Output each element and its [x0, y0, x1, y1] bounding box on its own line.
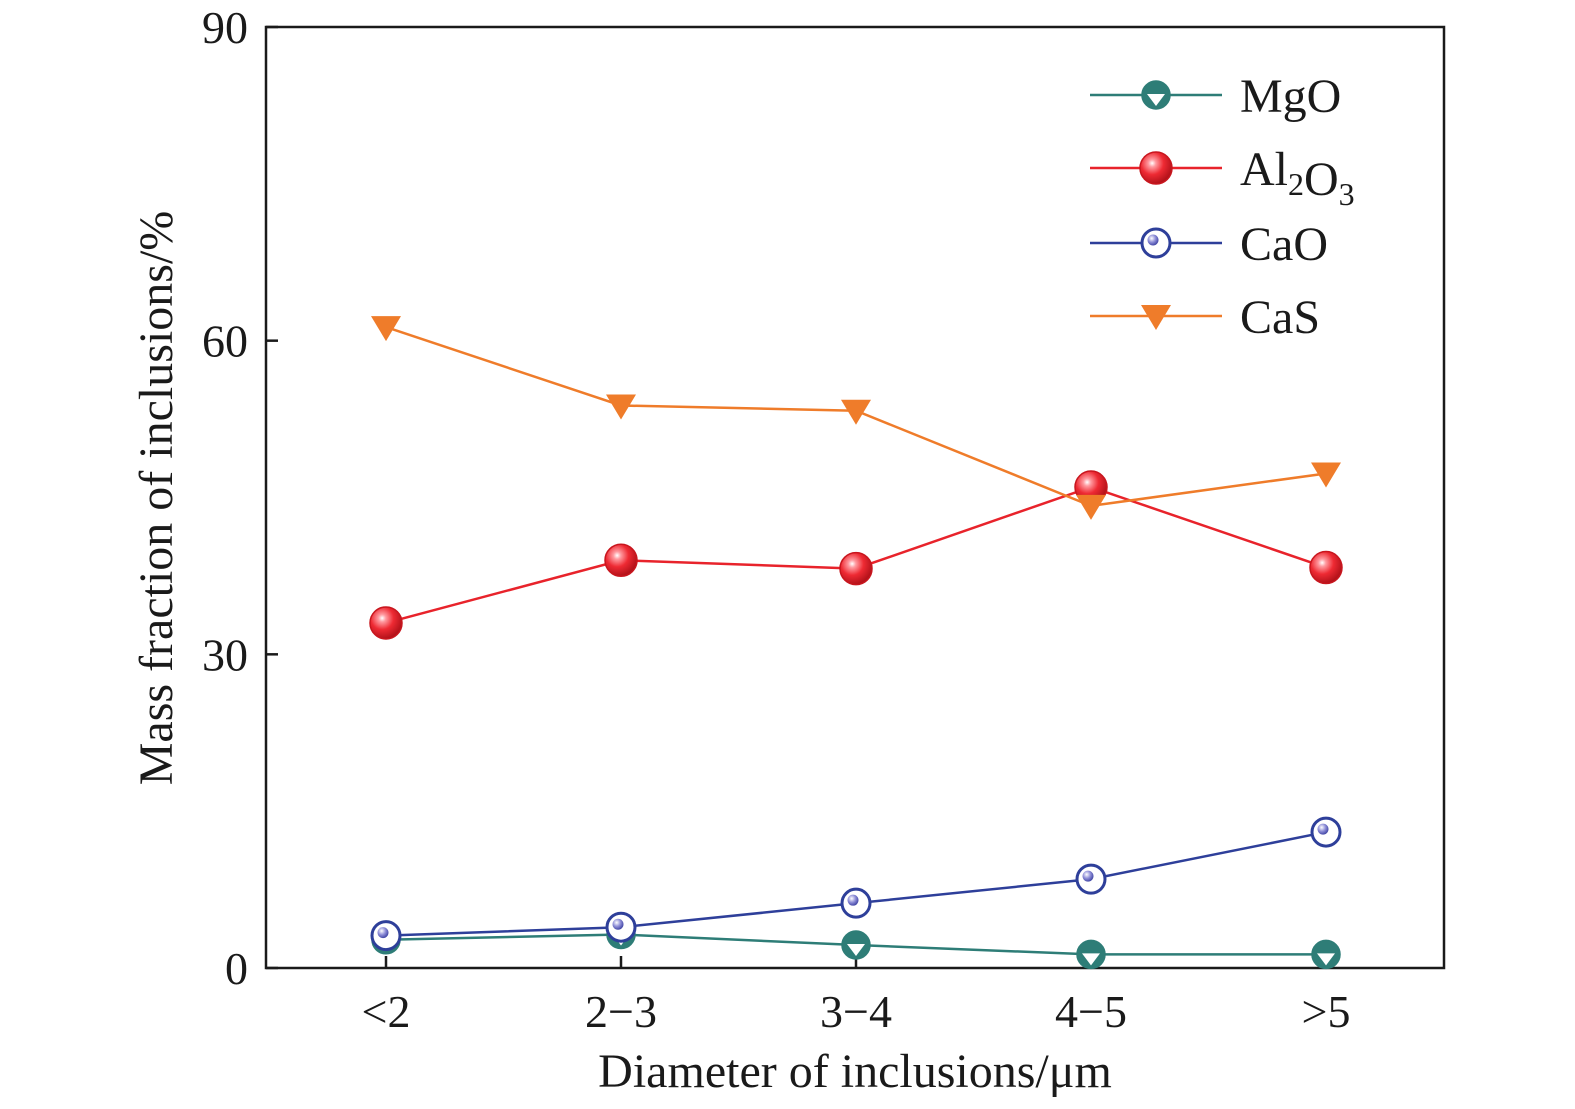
legend-item-cas: CaS — [1090, 291, 1320, 344]
legend-marker — [1141, 80, 1171, 110]
y-tick-label: 60 — [202, 316, 248, 367]
data-point-cao — [1310, 816, 1342, 848]
y-tick-label: 90 — [202, 2, 248, 53]
data-point-al2o3 — [1309, 550, 1343, 585]
data-point-cas — [606, 394, 636, 420]
x-tick-label: >5 — [1302, 986, 1351, 1037]
x-tick-label: 3−4 — [820, 986, 892, 1037]
legend-marker — [1141, 305, 1171, 330]
legend-marker — [1139, 151, 1173, 185]
data-point-cao — [370, 920, 402, 952]
x-axis: <2 2−3 3−4 4−5 >5 — [362, 956, 1351, 1037]
y-tick-label: 30 — [202, 629, 248, 680]
data-point-al2o3 — [369, 606, 403, 640]
legend-marker — [1140, 227, 1172, 259]
data-point-al2o3 — [839, 551, 873, 586]
legend: MgO Al2O3 CaO CaS — [1090, 70, 1355, 344]
legend-label: CaO — [1240, 218, 1328, 271]
legend-label: MgO — [1240, 70, 1341, 123]
legend-item-al2o3: Al2O3 — [1090, 143, 1355, 212]
series-line-cao — [385, 830, 1327, 937]
legend-label: CaS — [1240, 291, 1320, 344]
data-point-cas — [371, 316, 401, 342]
series-layer — [369, 316, 1343, 970]
x-axis-title: Diameter of inclusions/μm — [598, 1045, 1112, 1098]
data-point-mgo — [841, 930, 871, 960]
x-tick-label: <2 — [362, 986, 411, 1037]
y-axis-title: Mass fraction of inclusions/% — [130, 211, 183, 786]
data-point-cas — [1311, 462, 1341, 488]
x-tick-label: 2−3 — [585, 986, 657, 1037]
data-point-cas — [841, 399, 871, 425]
data-point-cas — [1076, 494, 1106, 520]
data-point-cao — [840, 887, 872, 919]
data-point-mgo — [1311, 939, 1341, 970]
legend-item-mgo: MgO — [1090, 70, 1341, 123]
y-axis: 0 30 60 90 — [202, 2, 278, 994]
legend-label: Al2O3 — [1240, 143, 1355, 212]
y-tick-label: 0 — [225, 943, 248, 994]
data-point-cao — [1075, 863, 1107, 895]
data-point-mgo — [1076, 939, 1106, 970]
legend-item-cao: CaO — [1090, 218, 1328, 271]
data-point-al2o3 — [604, 543, 638, 577]
x-tick-label: 4−5 — [1055, 986, 1127, 1037]
data-point-cao — [605, 911, 637, 943]
